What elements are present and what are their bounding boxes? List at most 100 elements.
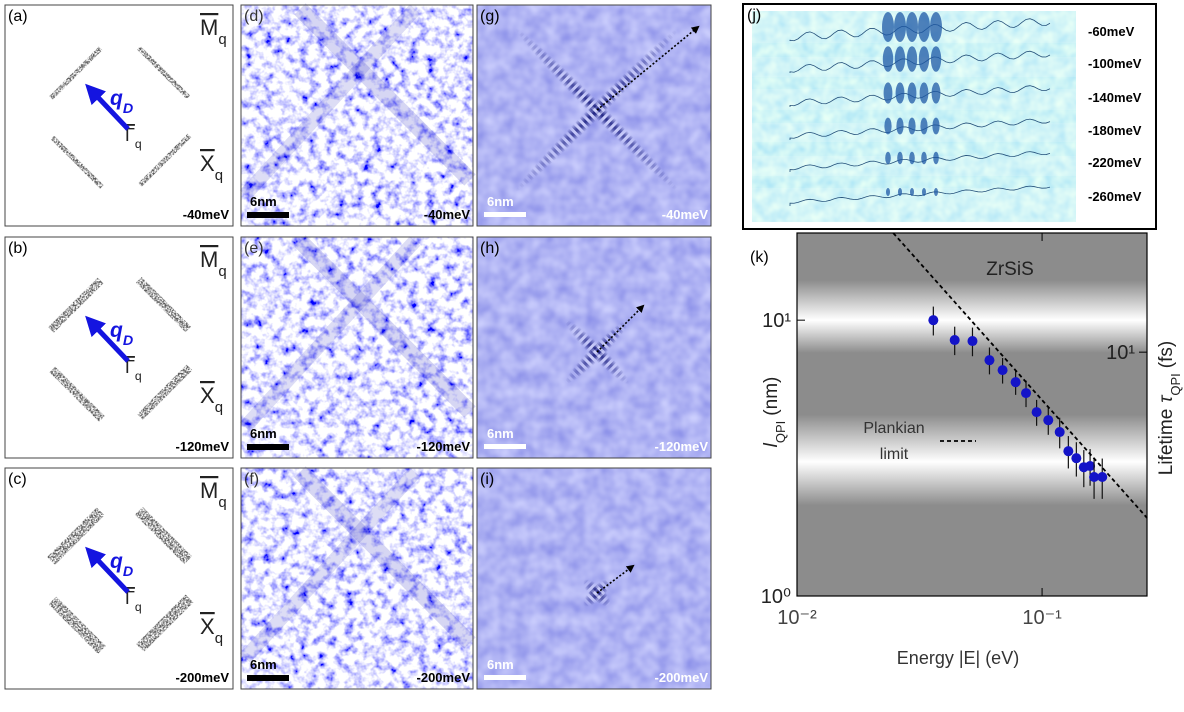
q-vector-label-symbol: q [110, 550, 123, 573]
panel-label: (k) [750, 249, 769, 266]
stack-energy-label: -100meV [1088, 56, 1142, 71]
y2-axis-subscript: QPI [1168, 373, 1183, 395]
point-label-subscript: q [218, 263, 226, 280]
y2-axis-prefix: Lifetime [1156, 409, 1177, 476]
qpi-peak [934, 188, 938, 196]
qpi-peak [906, 12, 918, 42]
scale-bar-label: 6nm [487, 194, 514, 209]
qpi-peak [920, 82, 929, 103]
x-axis-label: Energy |E| (eV) [897, 648, 1019, 668]
real-space-map [241, 237, 473, 458]
panel-label: (b) [8, 240, 28, 257]
real-space-map [241, 5, 473, 226]
stack-energy-label: -60meV [1088, 24, 1135, 39]
qpi-peak [932, 82, 941, 103]
qpi-peak [885, 152, 891, 164]
scale-bar-label: 6nm [487, 426, 514, 441]
momentum-panel [5, 468, 233, 689]
qpi-peak [895, 46, 905, 72]
data-point [1011, 377, 1021, 387]
stack-energy-label: -220meV [1088, 155, 1142, 170]
point-label-symbol: X [200, 383, 215, 408]
q-vector-label-symbol: q [110, 319, 123, 342]
real-space-map [241, 468, 473, 689]
qpi-peak [908, 82, 917, 103]
scale-bar-label: 6nm [250, 657, 277, 672]
data-point [1055, 427, 1065, 437]
data-point [984, 355, 994, 365]
qpi-peak [933, 152, 939, 164]
momentum-panel [5, 237, 233, 458]
data-point [1063, 446, 1073, 456]
qpi-peak [918, 12, 930, 42]
figure: (a)MqXqΓqqD-40meV(d)6nm-40meV(g)6nm-40me… [0, 0, 1184, 712]
point-label-symbol: X [200, 614, 215, 639]
energy-label: -120meV [417, 439, 471, 454]
energy-label: -200meV [176, 670, 230, 685]
panel-label: (j) [747, 7, 761, 24]
y2-axis-label: LifetimeτQPI(fs) [1156, 341, 1183, 475]
panel-label: (a) [8, 8, 28, 25]
scale-bar [247, 675, 289, 681]
point-label-symbol: X [200, 151, 215, 176]
point-label-subscript: q [135, 137, 142, 151]
q-vector-label-subscript: D [123, 333, 133, 349]
qpi-peak [894, 12, 906, 42]
qpi-peak [898, 188, 902, 196]
qpi-peak [919, 46, 929, 72]
q-vector-label-subscript: D [123, 564, 133, 580]
stack-energy-label: -260meV [1088, 189, 1142, 204]
qpi-peak [886, 188, 890, 196]
data-point [998, 365, 1008, 375]
data-point [1043, 415, 1053, 425]
panel-label: (d) [244, 8, 264, 25]
data-point [1071, 453, 1081, 463]
point-label-subscript: q [215, 630, 223, 647]
x-tick-label: 10⁻² [777, 607, 817, 629]
data-point [1032, 407, 1042, 417]
qpi-peak [896, 118, 903, 135]
data-point [928, 315, 938, 325]
panel-label: (g) [480, 8, 500, 25]
scale-bar-label: 6nm [250, 194, 277, 209]
panel-label: (e) [244, 240, 264, 257]
energy-label: -40meV [424, 207, 471, 222]
panel-label: (h) [480, 240, 500, 257]
scale-bar [247, 212, 289, 218]
energy-label: -40meV [183, 207, 230, 222]
qpi-peak [921, 152, 927, 164]
y2-tick-label: 10¹ [1106, 342, 1135, 364]
qpi-peak [920, 118, 927, 135]
energy-label: -120meV [655, 439, 709, 454]
y-axis-label: lQPI(nm) [761, 377, 788, 448]
panel-label: (c) [8, 471, 27, 488]
energy-label: -120meV [176, 439, 230, 454]
stack-energy-label: -180meV [1088, 123, 1142, 138]
data-point [967, 336, 977, 346]
y-axis-unit: (nm) [761, 377, 782, 416]
y-tick-label: 10¹ [762, 310, 791, 332]
data-point [1097, 472, 1107, 482]
scale-bar-label: 6nm [487, 657, 514, 672]
x-tick-label: 10⁻¹ [1022, 607, 1062, 629]
qpi-peak [932, 118, 939, 135]
page: {"figure": { "points": {"M": {"symbol": … [0, 0, 1184, 712]
point-label-subscript: q [135, 369, 142, 383]
energy-label: -40meV [662, 207, 709, 222]
qpi-peak [910, 188, 914, 196]
qpi-peak [907, 46, 917, 72]
scale-bar [484, 444, 526, 449]
qpi-peak [931, 46, 941, 72]
point-label-subscript: q [215, 167, 223, 184]
y2-axis-unit: (fs) [1156, 341, 1177, 368]
qpi-peak [930, 12, 942, 42]
y-tick-label: 10⁰ [761, 586, 791, 608]
qpi-peak [908, 118, 915, 135]
data-point [1021, 388, 1031, 398]
scale-bar-label: 6nm [250, 426, 277, 441]
plot-background [797, 233, 1147, 596]
scale-bar [484, 212, 526, 217]
point-label-symbol: M [200, 247, 218, 272]
annotation: ZrSiS [986, 259, 1034, 280]
point-label-subscript: q [218, 31, 226, 48]
